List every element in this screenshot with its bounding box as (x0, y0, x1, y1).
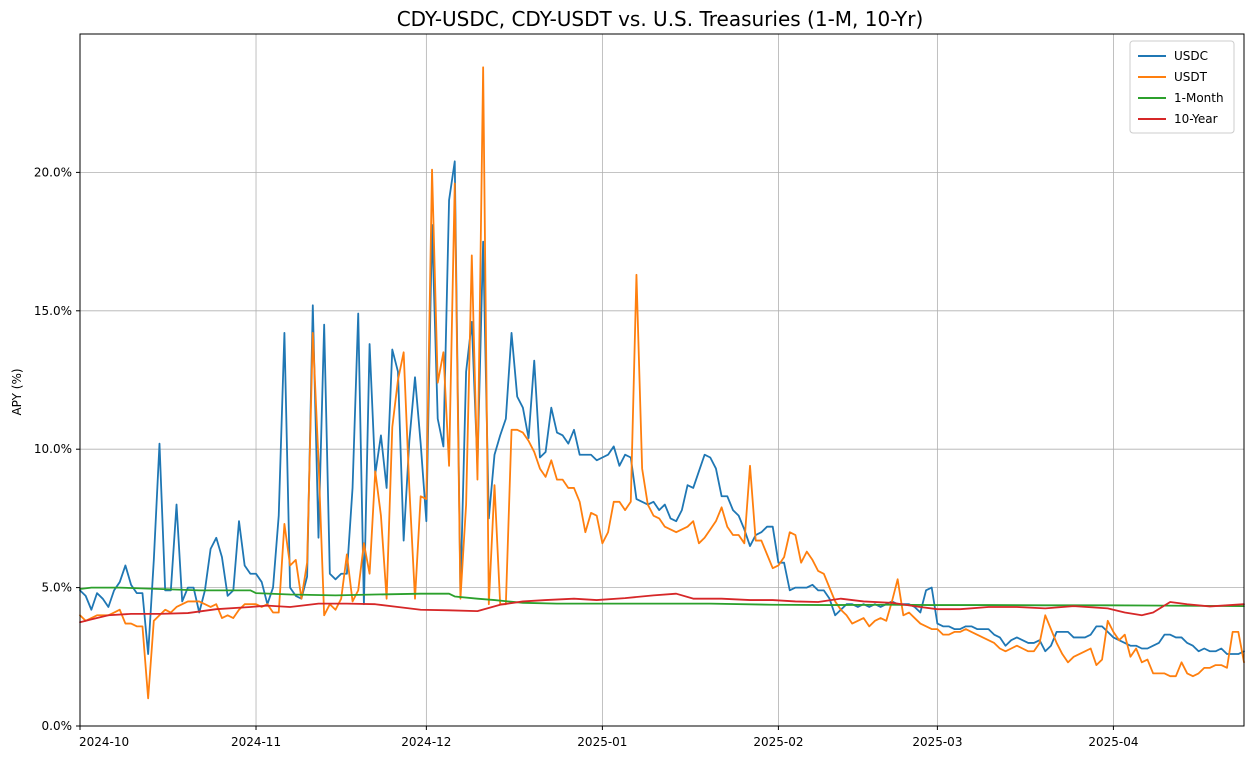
series-line-10-year (79, 592, 1245, 624)
y-tick-label: 5.0% (42, 581, 73, 595)
y-tick-label: 0.0% (42, 719, 73, 733)
legend-box (1129, 40, 1235, 134)
x-tick-label: 2024-11 (231, 735, 281, 749)
series-line-usdt (79, 66, 1245, 700)
x-tick-label: 2025-03 (912, 735, 962, 749)
series-line-usdc (79, 160, 1245, 655)
legend-label: 10-Year (1174, 112, 1218, 126)
legend: USDC USDT 1-Month 10-Year (1129, 40, 1235, 134)
y-axis-ticks: 0.0% 5.0% 10.0% 15.0% 20.0% (34, 165, 80, 733)
legend-label: 1-Month (1174, 91, 1224, 105)
x-tick-label: 2025-01 (577, 735, 627, 749)
x-axis-ticks: 2024-10 2024-11 2024-12 2025-01 2025-02 2025-… (79, 726, 1138, 749)
legend-label: USDC (1174, 49, 1208, 63)
x-tick-label: 2025-04 (1088, 735, 1138, 749)
legend-label: USDT (1174, 70, 1208, 84)
y-tick-label: 10.0% (34, 442, 72, 456)
y-tick-label: 15.0% (34, 304, 72, 318)
x-tick-label: 2024-10 (79, 735, 129, 749)
plot-frame (79, 33, 1245, 727)
x-tick-label: 2024-12 (401, 735, 451, 749)
series-layer (79, 66, 1245, 700)
y-tick-label: 20.0% (34, 165, 72, 179)
y-axis-label: APY (%) (10, 368, 24, 415)
series-line-1-month (79, 586, 1245, 608)
chart-title: CDY-USDC, CDY-USDT vs. U.S. Treasuries (… (397, 7, 924, 31)
x-tick-label: 2025-02 (753, 735, 803, 749)
